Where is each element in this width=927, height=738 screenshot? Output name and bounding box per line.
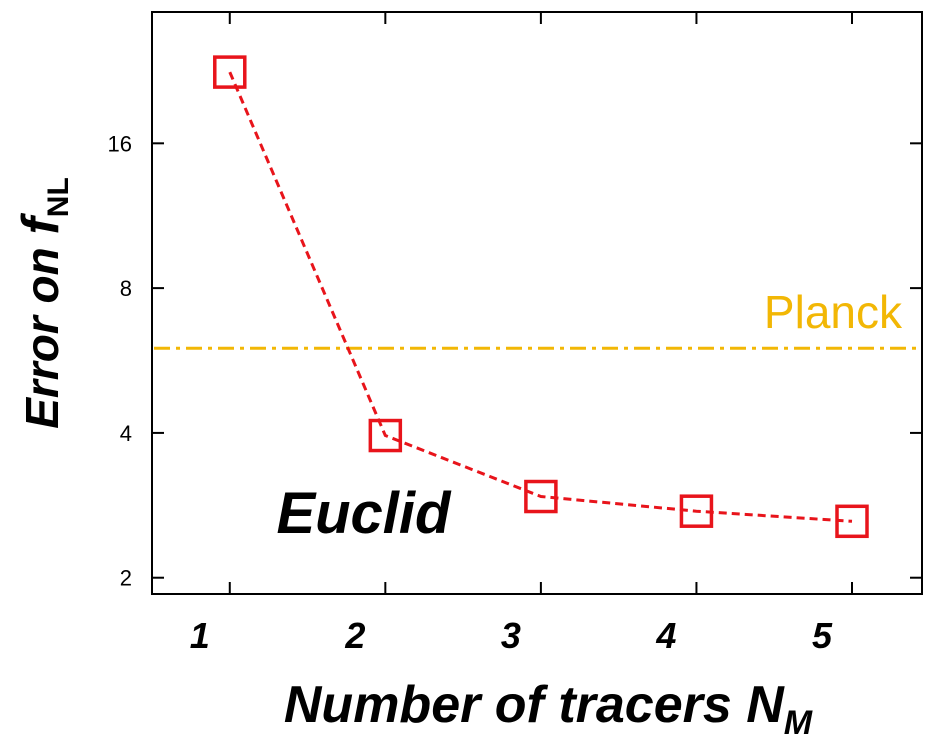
- plot-frame: [151, 11, 923, 595]
- y-tick-labels: 2 4 8 16: [108, 131, 132, 590]
- data-point-4: [679, 494, 714, 528]
- x-tick-label-5: 5: [812, 615, 833, 656]
- x-tick-label-4: 4: [655, 615, 676, 656]
- y-tick-label-8: 8: [120, 276, 132, 301]
- data-point-2: [368, 418, 403, 453]
- tick-marks: [152, 12, 922, 594]
- x-tick-label-3: 3: [501, 615, 521, 656]
- y-tick-label-2: 2: [120, 566, 132, 591]
- series-line: [228, 71, 853, 523]
- x-axis-title-main: Number of tracers N: [284, 676, 785, 734]
- planck-label: Planck: [764, 286, 903, 338]
- y-axis-title-subscript: NL: [42, 177, 75, 217]
- data-point-1: [213, 55, 247, 89]
- y-tick-label-16: 16: [108, 131, 132, 156]
- y-axis-title-main: Error on: [16, 235, 68, 429]
- y-tick-label-4: 4: [120, 421, 132, 446]
- x-tick-labels: 1 2 3 4 5: [190, 615, 833, 656]
- euclid-annotation: Euclid: [276, 481, 452, 546]
- x-axis-title-subscript: M: [784, 704, 813, 738]
- y-axis-title-variable: f: [12, 213, 70, 235]
- x-tick-label-2: 2: [344, 615, 365, 656]
- y-axis-title: Error on fNL: [12, 177, 75, 429]
- series-markers: [213, 55, 869, 539]
- x-tick-label-1: 1: [190, 615, 210, 656]
- data-point-5: [835, 504, 869, 539]
- data-point-3: [524, 479, 558, 514]
- x-axis-title: Number of tracers NM: [284, 676, 813, 738]
